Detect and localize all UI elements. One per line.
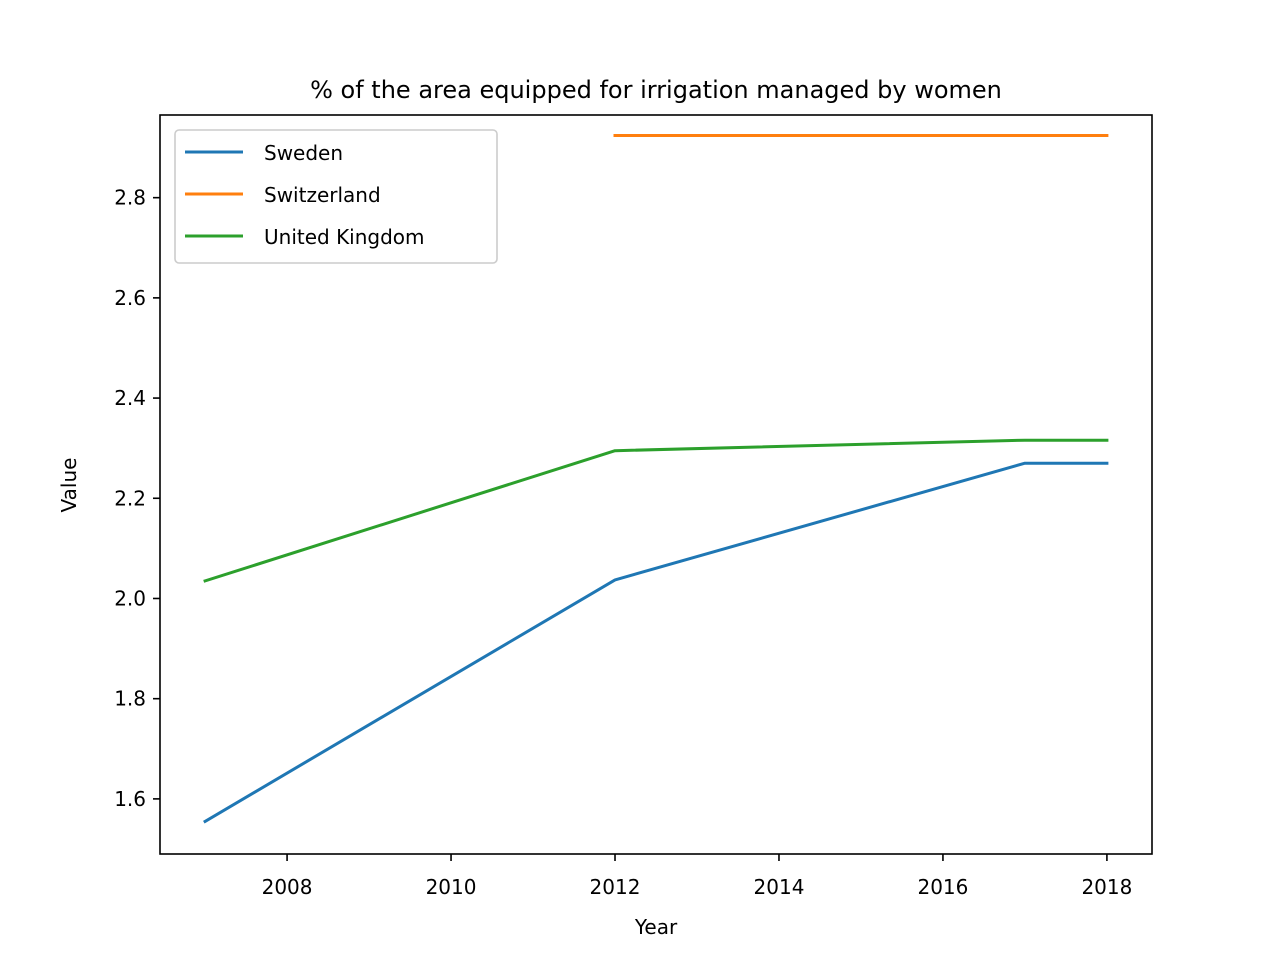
y-tick-label: 2.2: [114, 486, 146, 510]
y-tick-label: 2.8: [114, 186, 146, 210]
y-tick-label: 2.6: [114, 286, 146, 310]
legend-box: [174, 129, 498, 264]
x-tick-label: 2008: [262, 875, 313, 899]
series-line-united-kingdom: [203, 438, 1109, 583]
x-tick-label: 2018: [1081, 875, 1132, 899]
legend: Sweden Switzerland United Kingdom: [174, 129, 498, 264]
y-tick-label: 1.8: [114, 687, 146, 711]
y-tick-label: 2.0: [114, 586, 146, 610]
y-axis: 1.6 1.8 2.0 2.2 2.4 2.6 2.8: [114, 186, 160, 811]
plot-area-frame: [159, 114, 1153, 855]
x-axis-label: Year: [634, 915, 678, 939]
series-layer: [203, 134, 1109, 824]
x-tick-label: 2014: [754, 875, 805, 899]
y-tick-label: 1.6: [114, 787, 146, 811]
x-axis: 2008 2010 2012 2014 2016 2018: [262, 854, 1132, 899]
x-tick-label: 2016: [917, 875, 968, 899]
x-tick-label: 2010: [426, 875, 477, 899]
series-line-sweden: [203, 461, 1109, 824]
legend-label: Sweden: [264, 141, 343, 165]
x-tick-label: 2012: [590, 875, 641, 899]
legend-label: Switzerland: [264, 183, 381, 207]
y-axis-label: Value: [57, 458, 81, 513]
legend-label: United Kingdom: [264, 225, 425, 249]
chart-title: % of the area equipped for irrigation ma…: [310, 76, 1002, 104]
y-tick-label: 2.4: [114, 386, 146, 410]
